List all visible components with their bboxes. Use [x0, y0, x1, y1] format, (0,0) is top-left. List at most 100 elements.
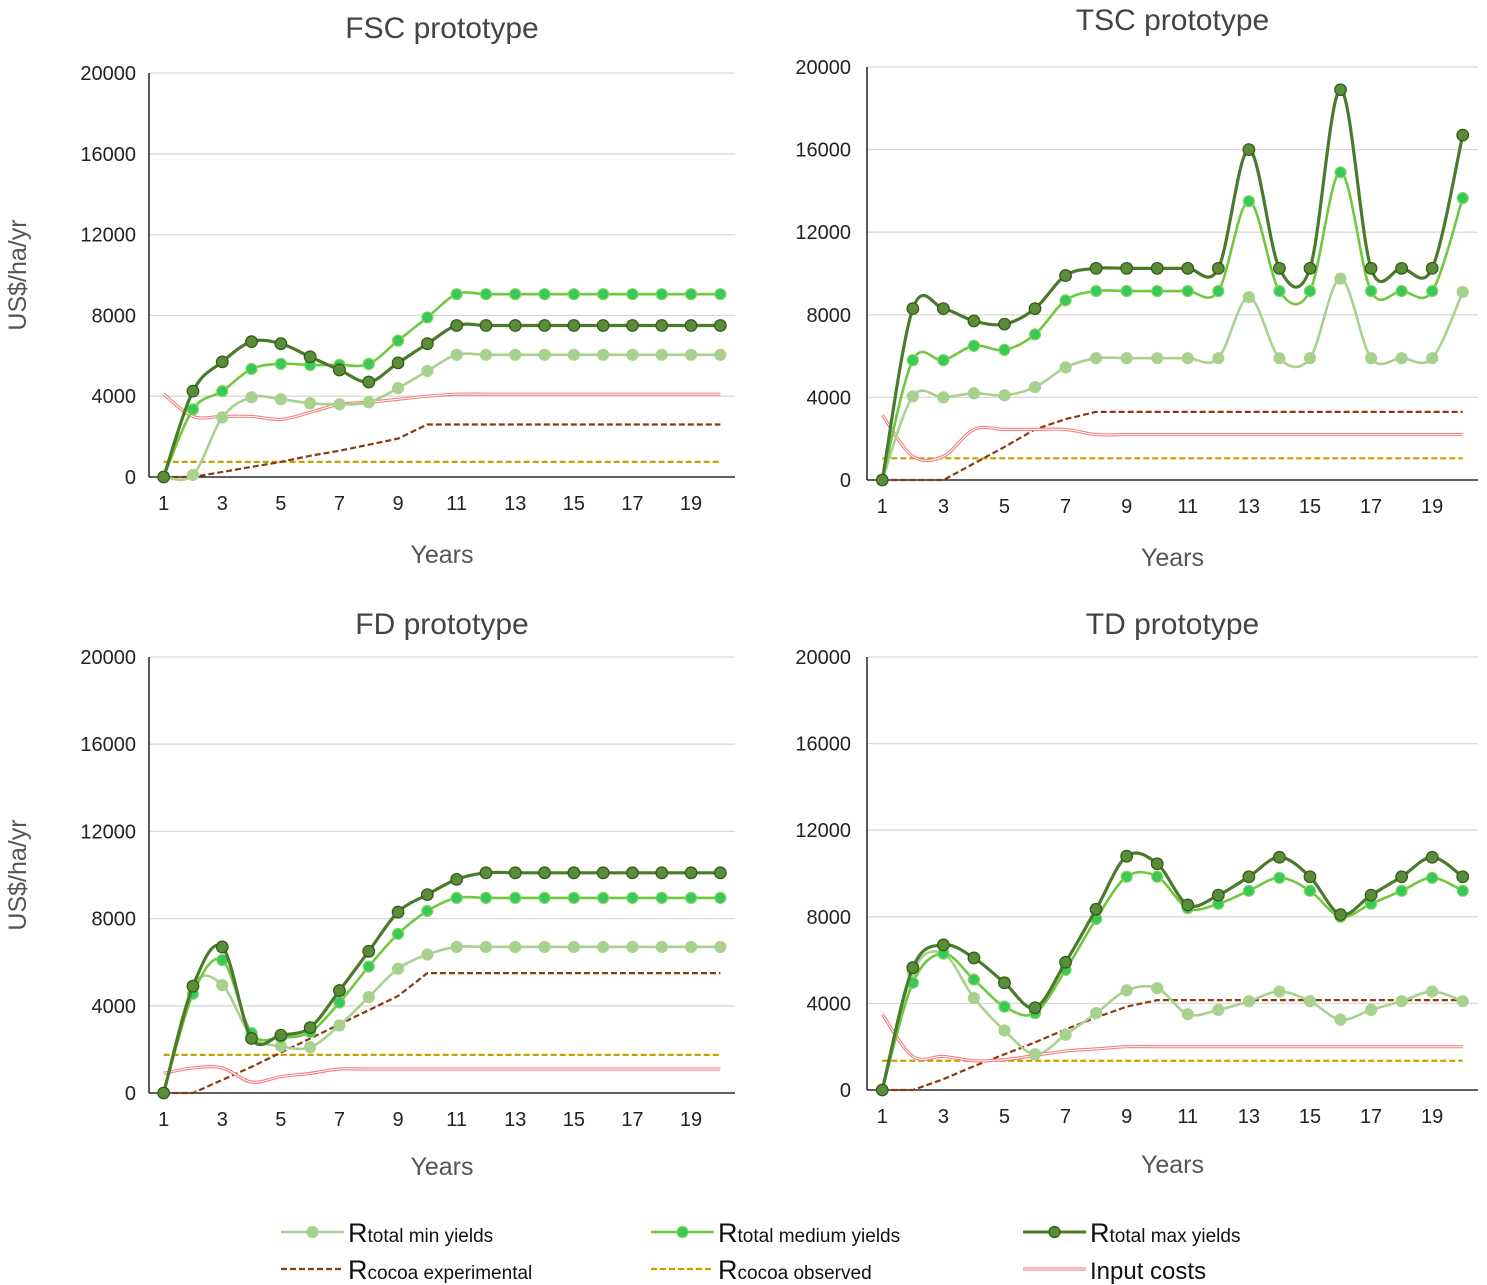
data-point-medium [274, 357, 287, 370]
data-point-medium [906, 354, 919, 367]
data-point-max [333, 363, 346, 377]
data-point-min [1120, 984, 1133, 997]
data-point-max [684, 319, 698, 332]
data-point-medium [1456, 884, 1469, 897]
data-point-medium [1242, 195, 1255, 208]
legend-label-prefix: R [1090, 1218, 1110, 1248]
x-axis-label: Years [410, 541, 473, 569]
series-line-input [880, 1013, 1463, 1063]
data-point-max [1181, 898, 1195, 912]
x-tick-label: 19 [680, 493, 702, 515]
data-point-max [998, 317, 1011, 331]
data-point-max [626, 319, 639, 332]
data-point-min [421, 948, 434, 961]
data-point-min [1181, 1008, 1194, 1021]
data-point-max [1028, 302, 1042, 316]
y-tick-label: 12000 [80, 225, 136, 247]
data-point-medium [450, 891, 463, 904]
data-point-medium [597, 288, 610, 301]
data-point-max [245, 1032, 258, 1045]
data-point-min [1151, 982, 1164, 995]
data-point-medium [362, 960, 375, 973]
data-point-max [274, 1028, 288, 1042]
legend-label-subscript: total max yields [1110, 1226, 1241, 1247]
data-point-medium [998, 1000, 1011, 1013]
legend-swatch-marker [1048, 1225, 1061, 1239]
y-tick-label: 4000 [807, 387, 852, 409]
data-point-min [967, 991, 981, 1005]
data-point-min [1395, 352, 1408, 365]
x-tick-label: 11 [1177, 496, 1198, 518]
y-tick-label: 4000 [807, 993, 852, 1015]
data-point-medium [245, 362, 258, 376]
data-point-medium [509, 288, 522, 301]
data-point-medium [567, 891, 580, 904]
y-tick-label: 0 [840, 1080, 851, 1102]
data-point-min [1303, 352, 1317, 365]
x-tick-label: 11 [1177, 1106, 1198, 1128]
data-point-medium [655, 288, 668, 301]
y-tick-label: 16000 [795, 140, 851, 162]
data-point-min [1364, 1003, 1378, 1016]
data-point-medium [1212, 284, 1225, 298]
x-axis-label: Years [1141, 1151, 1204, 1179]
data-point-max [967, 314, 981, 328]
data-point-min [655, 940, 668, 954]
series-line-experimental [163, 423, 721, 479]
data-point-min [1456, 995, 1469, 1008]
x-tick-label: 3 [938, 1106, 949, 1128]
x-tick-label: 19 [1421, 496, 1443, 518]
legend-swatch-marker [306, 1225, 319, 1239]
data-point-medium [479, 891, 493, 904]
data-point-min [216, 978, 229, 992]
legend-label: Rtotal max yields [1090, 1218, 1240, 1248]
data-point-max [567, 319, 581, 332]
data-point-medium [1273, 284, 1286, 298]
data-point-min [1303, 995, 1317, 1008]
data-point-medium [714, 891, 727, 904]
y-tick-label: 20000 [795, 57, 851, 79]
chart-title: TD prototype [1086, 608, 1259, 641]
x-tick-label: 17 [621, 493, 643, 515]
data-point-max [303, 350, 317, 364]
legend-item-input: Input costs [1023, 1258, 1206, 1285]
data-point-max [567, 866, 581, 880]
data-point-max [1059, 269, 1072, 282]
x-tick-label: 15 [563, 1109, 585, 1131]
data-point-max [967, 951, 981, 965]
data-point-min [304, 1041, 317, 1054]
data-point-max [1456, 870, 1470, 884]
x-tick-label: 7 [1060, 1106, 1071, 1128]
data-point-medium [333, 996, 346, 1009]
x-tick-label: 17 [1360, 1106, 1382, 1128]
data-point-min [1456, 285, 1469, 299]
data-point-max [936, 302, 950, 316]
data-point-min [1151, 352, 1164, 365]
series-line-max [880, 851, 1464, 1091]
data-point-medium [538, 891, 551, 904]
data-point-max [215, 940, 229, 954]
data-point-min [1395, 995, 1408, 1008]
data-point-max [508, 866, 522, 880]
data-point-max [450, 872, 464, 886]
data-point-medium [967, 973, 981, 986]
data-point-medium [1090, 284, 1103, 298]
data-point-min [1090, 352, 1103, 365]
series-experimental [163, 972, 721, 1095]
data-point-medium [567, 288, 580, 301]
series-max [875, 83, 1470, 487]
data-point-medium [391, 334, 405, 347]
y-tick-label: 8000 [807, 305, 852, 327]
data-point-min [333, 398, 346, 411]
legend-label: Rtotal medium yields [718, 1218, 900, 1248]
series-line-medium [162, 291, 721, 478]
data-point-max [1120, 849, 1134, 863]
data-point-min [597, 940, 610, 954]
x-tick-label: 13 [1238, 496, 1260, 518]
data-point-max [1242, 143, 1256, 157]
data-point-medium [479, 288, 493, 301]
data-point-min [1059, 1028, 1072, 1041]
y-tick-label: 8000 [92, 305, 137, 327]
data-point-min [998, 1024, 1011, 1037]
